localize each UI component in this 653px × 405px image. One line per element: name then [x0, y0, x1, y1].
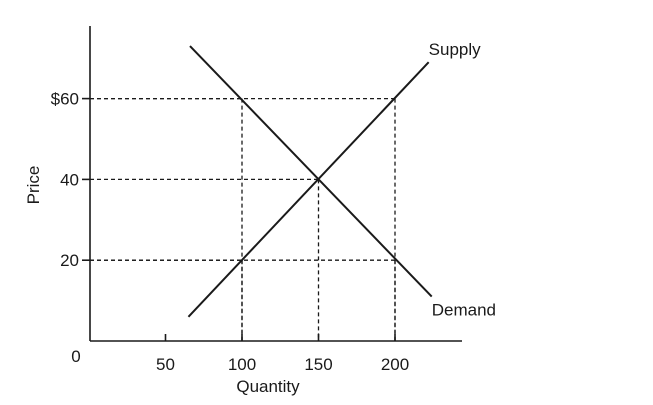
- y-tick-label: $60: [51, 90, 79, 109]
- origin-label: 0: [71, 347, 80, 366]
- supply-label: Supply: [429, 40, 481, 59]
- supply-line: [187, 61, 430, 318]
- x-tick-label: 50: [156, 355, 175, 374]
- x-tick-label: 100: [228, 355, 256, 374]
- x-tick-label: 200: [381, 355, 409, 374]
- series-lines: [187, 45, 433, 318]
- guide-lines: [90, 97, 396, 341]
- x-axis-label: Quantity: [236, 377, 300, 396]
- y-axis-label: Price: [24, 166, 43, 205]
- demand-line: [189, 45, 433, 298]
- chart-labels: 50 100 150 200 20 40 $60 0 Quantity Price Supply De…: [24, 40, 496, 396]
- demand-label: Demand: [432, 301, 496, 320]
- y-tick-label: 40: [60, 170, 79, 189]
- x-tick-label: 150: [304, 355, 332, 374]
- axes: [82, 26, 462, 342]
- y-tick-label: 20: [60, 251, 79, 270]
